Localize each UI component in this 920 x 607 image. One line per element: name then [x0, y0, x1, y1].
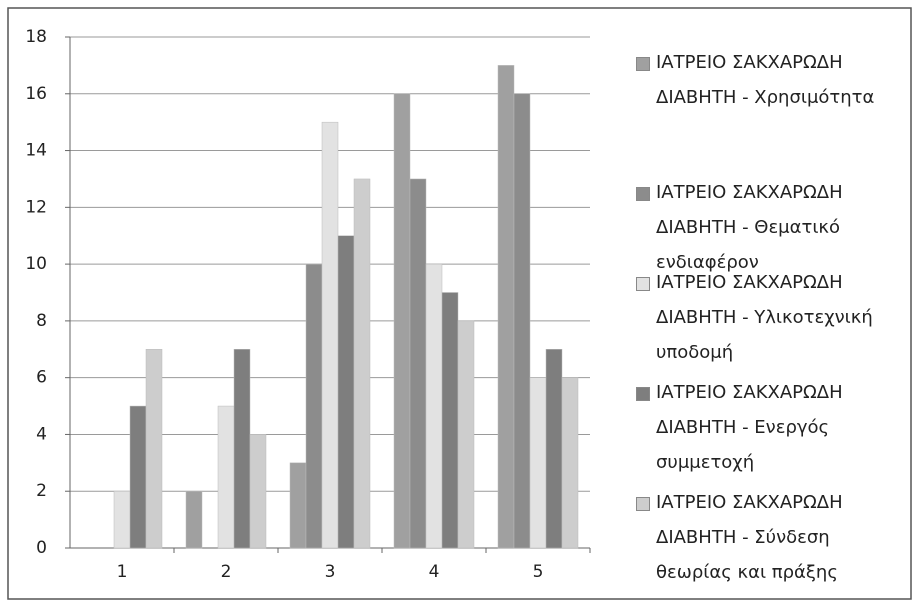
legend-entry: ΙΑΤΡΕΙΟ ΣΑΚΧΑΡΩΔΗ ΔΙΑΒΗΤΗ - Σύνδεση θεωρ… [636, 485, 906, 590]
legend-swatch [636, 497, 650, 511]
bar [185, 490, 203, 549]
bar [457, 320, 475, 549]
bar [441, 292, 459, 549]
x-tick-label: 1 [117, 562, 128, 582]
y-tick-label: 16 [25, 84, 47, 104]
bar [129, 405, 147, 549]
bar [233, 349, 251, 549]
bar [337, 235, 355, 549]
bar [353, 178, 371, 549]
legend-label: ΙΑΤΡΕΙΟ ΣΑΚΧΑΡΩΔΗ ΔΙΑΒΗΤΗ - Ενεργός συμμ… [656, 382, 843, 473]
legend-entry: ΙΑΤΡΕΙΟ ΣΑΚΧΑΡΩΔΗ ΔΙΑΒΗΤΗ - Ενεργός συμμ… [636, 375, 906, 480]
bar [497, 65, 515, 549]
bar [113, 490, 131, 549]
bar [289, 462, 307, 549]
y-tick-label: 6 [36, 368, 47, 388]
bar [393, 93, 411, 549]
bar [409, 178, 427, 549]
y-tick-label: 4 [36, 424, 47, 444]
bar [425, 263, 443, 549]
legend-entry: ΙΑΤΡΕΙΟ ΣΑΚΧΑΡΩΔΗ ΔΙΑΒΗΤΗ - Υλικοτεχνική… [636, 265, 906, 370]
legend-entry: ΙΑΤΡΕΙΟ ΣΑΚΧΑΡΩΔΗ ΔΙΑΒΗΤΗ - Θεματικό ενδ… [636, 175, 906, 280]
bar [249, 434, 267, 549]
bar [217, 405, 235, 549]
y-tick-label: 12 [25, 197, 47, 217]
legend-swatch [636, 57, 650, 71]
bar [321, 121, 339, 549]
legend-swatch [636, 187, 650, 201]
x-tick-label: 5 [533, 562, 544, 582]
chart-border [7, 7, 912, 600]
y-tick-label: 18 [25, 27, 47, 47]
legend-label: ΙΑΤΡΕΙΟ ΣΑΚΧΑΡΩΔΗ ΔΙΑΒΗΤΗ - Θεματικό ενδ… [656, 182, 843, 273]
legend-swatch [636, 277, 650, 291]
legend-label: ΙΑΤΡΕΙΟ ΣΑΚΧΑΡΩΔΗ ΔΙΑΒΗΤΗ - Σύνδεση θεωρ… [656, 492, 843, 583]
legend-entry: ΙΑΤΡΕΙΟ ΣΑΚΧΑΡΩΔΗ ΔΙΑΒΗΤΗ - Χρησιμότητα [636, 45, 906, 115]
legend-swatch [636, 387, 650, 401]
y-tick-label: 2 [36, 481, 47, 501]
y-tick-label: 10 [25, 254, 47, 274]
y-tick-label: 14 [25, 141, 47, 161]
x-tick-label: 4 [429, 562, 440, 582]
x-tick-label: 3 [325, 562, 336, 582]
legend-label: ΙΑΤΡΕΙΟ ΣΑΚΧΑΡΩΔΗ ΔΙΑΒΗΤΗ - Υλικοτεχνική… [656, 272, 873, 363]
bar [529, 377, 547, 549]
bar [545, 349, 563, 549]
bar [145, 349, 163, 549]
bar [305, 263, 323, 549]
x-tick-label: 2 [221, 562, 232, 582]
legend-label: ΙΑΤΡΕΙΟ ΣΑΚΧΑΡΩΔΗ ΔΙΑΒΗΤΗ - Χρησιμότητα [656, 52, 875, 108]
y-tick-label: 8 [36, 311, 47, 331]
bar [513, 93, 531, 549]
bar [561, 377, 579, 549]
y-tick-label: 0 [36, 538, 47, 558]
